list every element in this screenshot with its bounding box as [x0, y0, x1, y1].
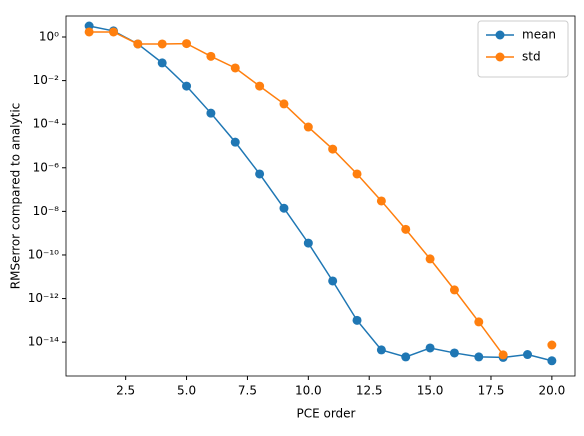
data-point	[279, 99, 289, 109]
legend-marker	[495, 52, 505, 62]
data-point	[449, 285, 459, 295]
x-tick-label: 17.5	[478, 384, 505, 398]
y-tick-label: 10⁻¹⁴	[28, 335, 59, 349]
x-tick-label: 12.5	[356, 384, 383, 398]
data-point	[230, 63, 240, 73]
data-point	[328, 144, 338, 154]
x-tick-label: 7.5	[238, 384, 257, 398]
data-point	[328, 276, 338, 286]
y-tick-label: 10⁰	[39, 30, 59, 44]
data-point	[255, 169, 265, 179]
data-point	[133, 39, 143, 49]
data-point	[206, 51, 216, 61]
data-point	[547, 356, 557, 366]
legend-label: mean	[522, 28, 556, 42]
data-point	[182, 81, 192, 91]
data-point	[157, 39, 167, 49]
data-point	[376, 196, 386, 206]
data-point	[352, 315, 362, 325]
data-point	[206, 108, 216, 118]
data-point	[474, 317, 484, 327]
y-tick-label: 10⁻⁶	[33, 160, 60, 174]
y-tick-label: 10⁻⁸	[33, 204, 60, 218]
data-point	[474, 352, 484, 362]
data-point	[352, 169, 362, 179]
data-point	[401, 224, 411, 234]
data-point	[255, 81, 265, 91]
legend-label: std	[522, 50, 541, 64]
y-tick-label: 10⁻²	[33, 73, 60, 87]
x-tick-label: 20.0	[539, 384, 566, 398]
x-tick-label: 10.0	[295, 384, 322, 398]
data-point	[84, 27, 94, 37]
data-point	[279, 203, 289, 213]
data-point	[425, 343, 435, 353]
legend-marker	[495, 30, 505, 40]
x-tick-label: 5.0	[177, 384, 196, 398]
series-line	[89, 32, 552, 355]
data-point	[303, 238, 313, 248]
y-tick-label: 10⁻¹⁰	[28, 247, 59, 261]
data-point	[425, 254, 435, 264]
data-point	[108, 27, 118, 37]
y-axis-label: RMSerror compared to analytic	[9, 103, 23, 290]
data-point	[230, 137, 240, 147]
data-point	[182, 39, 192, 49]
data-point	[303, 122, 313, 132]
y-tick-label: 10⁻¹²	[28, 291, 59, 305]
y-tick-label: 10⁻⁴	[33, 117, 60, 131]
data-point	[498, 350, 508, 360]
data-point	[449, 348, 459, 358]
data-point	[157, 58, 167, 68]
x-tick-label: 2.5	[116, 384, 135, 398]
x-tick-label: 15.0	[417, 384, 444, 398]
x-axis-label: PCE order	[296, 407, 355, 421]
data-point	[547, 340, 557, 350]
plot-frame	[65, 15, 576, 377]
data-point	[401, 352, 411, 362]
data-point	[376, 345, 386, 355]
data-point	[523, 350, 533, 360]
